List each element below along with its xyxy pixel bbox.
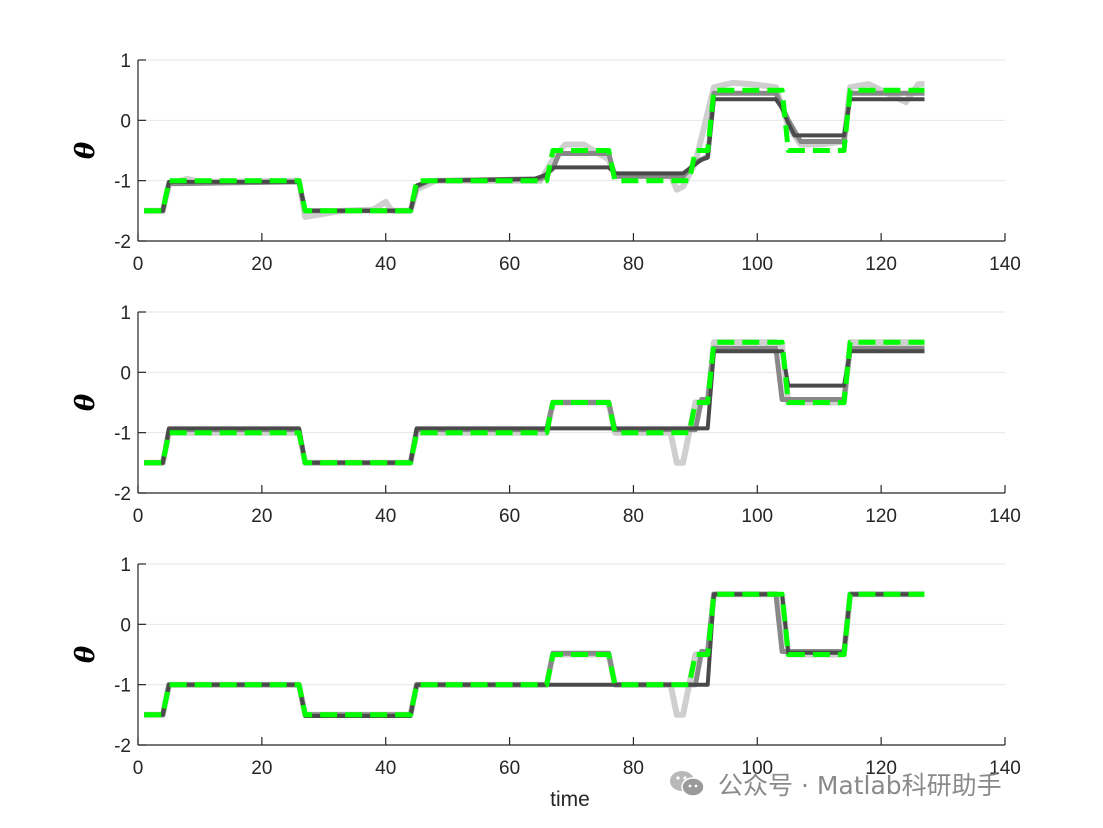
estimate-line-dark [144,349,925,465]
x-tick-label: 0 [133,254,144,275]
x-tick-label: 140 [989,506,1021,527]
reference-line [144,339,925,466]
y-tick-label: 0 [120,111,131,132]
x-tick-label: 80 [623,254,644,275]
y-tick-label: -1 [114,424,131,445]
x-tick-label: 40 [375,254,396,275]
y-tick-label: 1 [120,51,131,72]
y-tick-label: -2 [114,484,131,505]
watermark: 公众号 · Matlab科研助手 [668,762,1002,806]
estimate-line-light [144,339,925,466]
x-axis-label: time [550,788,590,811]
x-tick-label: 60 [499,506,520,527]
x-tick-label: 140 [989,758,1021,779]
estimate-line-dark [144,592,925,718]
y-tick-label: -2 [114,232,131,253]
wechat-icon [668,768,706,800]
x-tick-label: 80 [623,506,644,527]
subplot-1: 0 20 40 60 80 100 120 140 1 0 -1 -2 θ [71,51,1021,275]
x-tick-label: 100 [741,254,773,275]
y-axis-label: θ [71,141,101,159]
y-tick-label: 1 [120,555,131,576]
estimate-line-dark [144,97,925,213]
estimate-line-light [144,79,925,220]
x-tick-label: 40 [375,758,396,779]
x-tick-label: 60 [499,758,520,779]
x-tick-label: 80 [623,758,644,779]
y-tick-label: 0 [120,363,131,384]
subplot-3: 0 20 40 60 80 100 120 140 1 0 -1 -2 θ [71,555,1021,779]
x-tick-label: 0 [133,506,144,527]
x-tick-label: 100 [741,506,773,527]
y-tick-label: -1 [114,172,131,193]
watermark-text: 公众号 · Matlab科研助手 [718,771,1002,800]
x-tick-label: 20 [251,254,272,275]
x-tick-label: 140 [989,254,1021,275]
x-tick-label: 60 [499,254,520,275]
subplot-2: 0 20 40 60 80 100 120 140 1 0 -1 -2 θ [71,303,1021,527]
y-axis-label: θ [71,393,101,411]
x-tick-label: 120 [865,506,897,527]
y-tick-label: 0 [120,615,131,636]
x-tick-label: 120 [865,254,897,275]
x-tick-label: 40 [375,506,396,527]
x-tick-label: 120 [865,758,897,779]
reference-line [144,591,925,718]
x-tick-label: 20 [251,506,272,527]
y-tick-label: 1 [120,303,131,324]
y-tick-label: -1 [114,676,131,697]
x-tick-label: 20 [251,758,272,779]
reference-line [144,87,925,214]
x-tick-label: 0 [133,758,144,779]
x-tick-label: 100 [741,758,773,779]
y-tick-label: -2 [114,736,131,757]
estimate-line-mid [144,90,925,214]
y-axis-label: θ [71,645,101,663]
